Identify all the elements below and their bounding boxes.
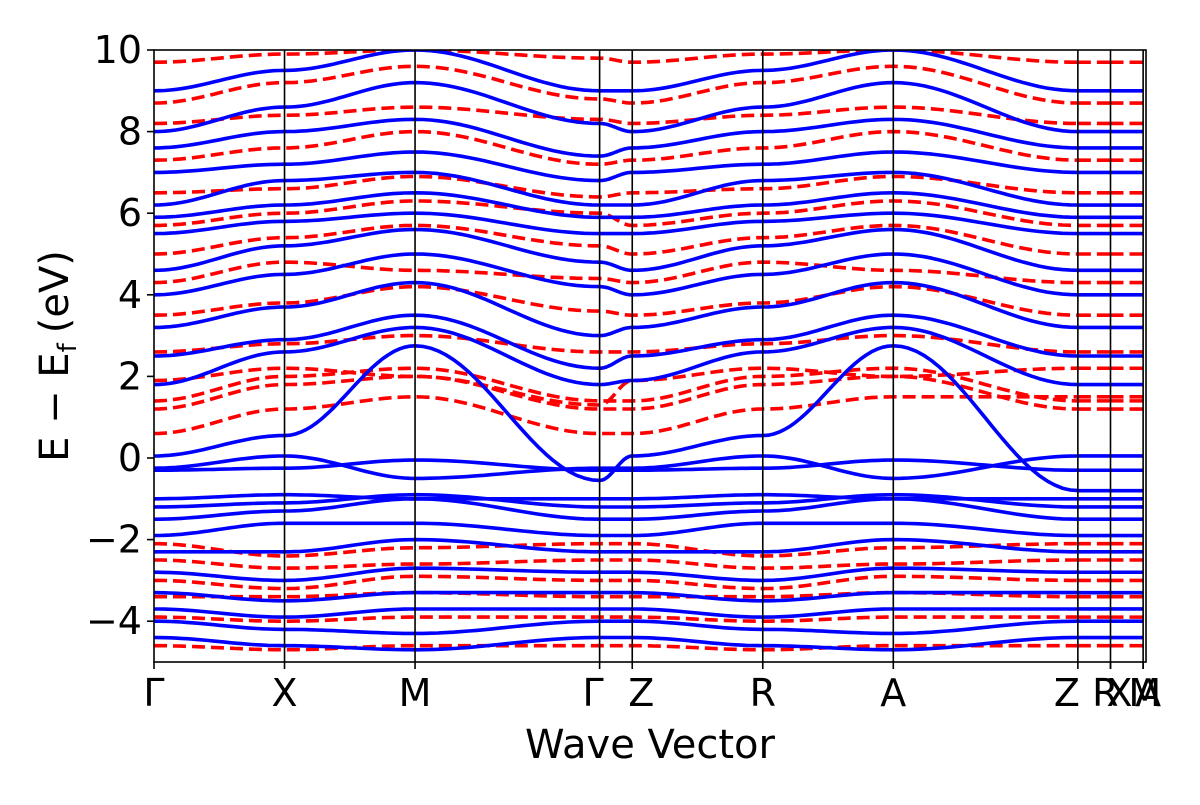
- x-tick-label-7: Z: [1054, 671, 1080, 715]
- y-tick-label-0: −4: [86, 599, 142, 643]
- solid-band-24: [154, 50, 1078, 93]
- x-tick-label-2: M: [399, 671, 432, 715]
- solid-band-5: [154, 497, 1078, 521]
- solid-band-9: [154, 590, 1078, 603]
- x-tick-label-5: R: [750, 671, 776, 715]
- dashed-band-11: [154, 105, 1078, 126]
- y-tick-label-3: 2: [118, 354, 142, 398]
- x-axis-label: Wave Vector: [525, 722, 776, 768]
- solid-band-22: [154, 117, 1078, 158]
- y-tick-label-1: −2: [86, 518, 142, 562]
- dashed-band-10: [154, 129, 1078, 166]
- y-axis-label-unit: (eV): [32, 250, 78, 333]
- solid-band-15: [154, 280, 1078, 338]
- solid-band-17: [154, 227, 1078, 273]
- x-tick-label-3: Γ: [582, 671, 603, 715]
- dashed-band-15: [154, 558, 1078, 570]
- dashed-band-18: [154, 615, 1078, 623]
- x-tick-label-11: A: [1135, 671, 1161, 715]
- dashed-band-12: [154, 64, 1078, 105]
- y-tick-label-6: 8: [118, 110, 142, 154]
- y-tick-label-2: 0: [118, 436, 142, 480]
- y-axis-ticks: −4 −2 0 2 4 6 8 10: [86, 28, 154, 643]
- dashed-band-0: [154, 395, 1078, 436]
- solid-band-12: [154, 635, 1078, 652]
- solid-band-8: [154, 566, 1078, 583]
- dashed-band-6: [154, 260, 1078, 285]
- x-tick-label-6: A: [880, 671, 906, 715]
- solid-band-23: [154, 80, 1078, 134]
- x-tick-label-0: Γ: [143, 671, 164, 715]
- dashed-band-16: [154, 574, 1078, 591]
- x-tick-label-9: X: [1106, 671, 1132, 715]
- dashed-band-14: [154, 541, 1078, 558]
- y-axis-label: E − Ef (eV): [32, 250, 83, 462]
- dashed-band-19: [154, 643, 1078, 652]
- solid-band-2: [154, 458, 1078, 472]
- dashed-band-5: [154, 284, 1078, 317]
- dashed-band-3: [154, 366, 1078, 407]
- dashed-band-2: [154, 366, 1078, 403]
- solid-band-19: [154, 191, 1078, 220]
- y-tick-label-7: 10: [94, 28, 142, 72]
- dashed-band-9: [154, 174, 1078, 199]
- solid-band-14: [154, 313, 1078, 370]
- x-tick-label-4: Z: [628, 671, 654, 715]
- solid-band-10: [154, 607, 1078, 619]
- dashed-band-13: [154, 50, 1078, 64]
- bands-layer: [154, 50, 1144, 652]
- solid-band-20: [154, 170, 1078, 207]
- solid-band-4: [154, 492, 1078, 509]
- high-symmetry-lines: [283, 50, 1144, 662]
- solid-band-13: [154, 325, 1078, 387]
- solid-band-16: [154, 252, 1078, 297]
- x-tick-label-8: R: [1092, 671, 1118, 715]
- plot-frame: [153, 49, 1147, 663]
- solid-band-18: [154, 211, 1078, 236]
- y-tick-label-5: 6: [118, 191, 142, 235]
- dashed-band-7: [154, 223, 1078, 256]
- solid-band-21: [154, 150, 1078, 183]
- y-axis-label-subscript: f: [53, 342, 83, 352]
- y-axis-label-main: E − E: [32, 352, 78, 462]
- x-tick-label-10: M: [1128, 671, 1161, 715]
- y-tick-label-4: 4: [118, 273, 142, 317]
- dashed-band-8: [154, 199, 1078, 228]
- solid-band-1: [154, 454, 1078, 481]
- solid-band-7: [154, 537, 1078, 554]
- dashed-band-4: [154, 333, 1078, 354]
- solid-band-11: [154, 619, 1078, 636]
- solid-band-6: [154, 521, 1078, 538]
- dashed-band-17: [154, 590, 1078, 599]
- x-tick-label-1: X: [272, 671, 298, 715]
